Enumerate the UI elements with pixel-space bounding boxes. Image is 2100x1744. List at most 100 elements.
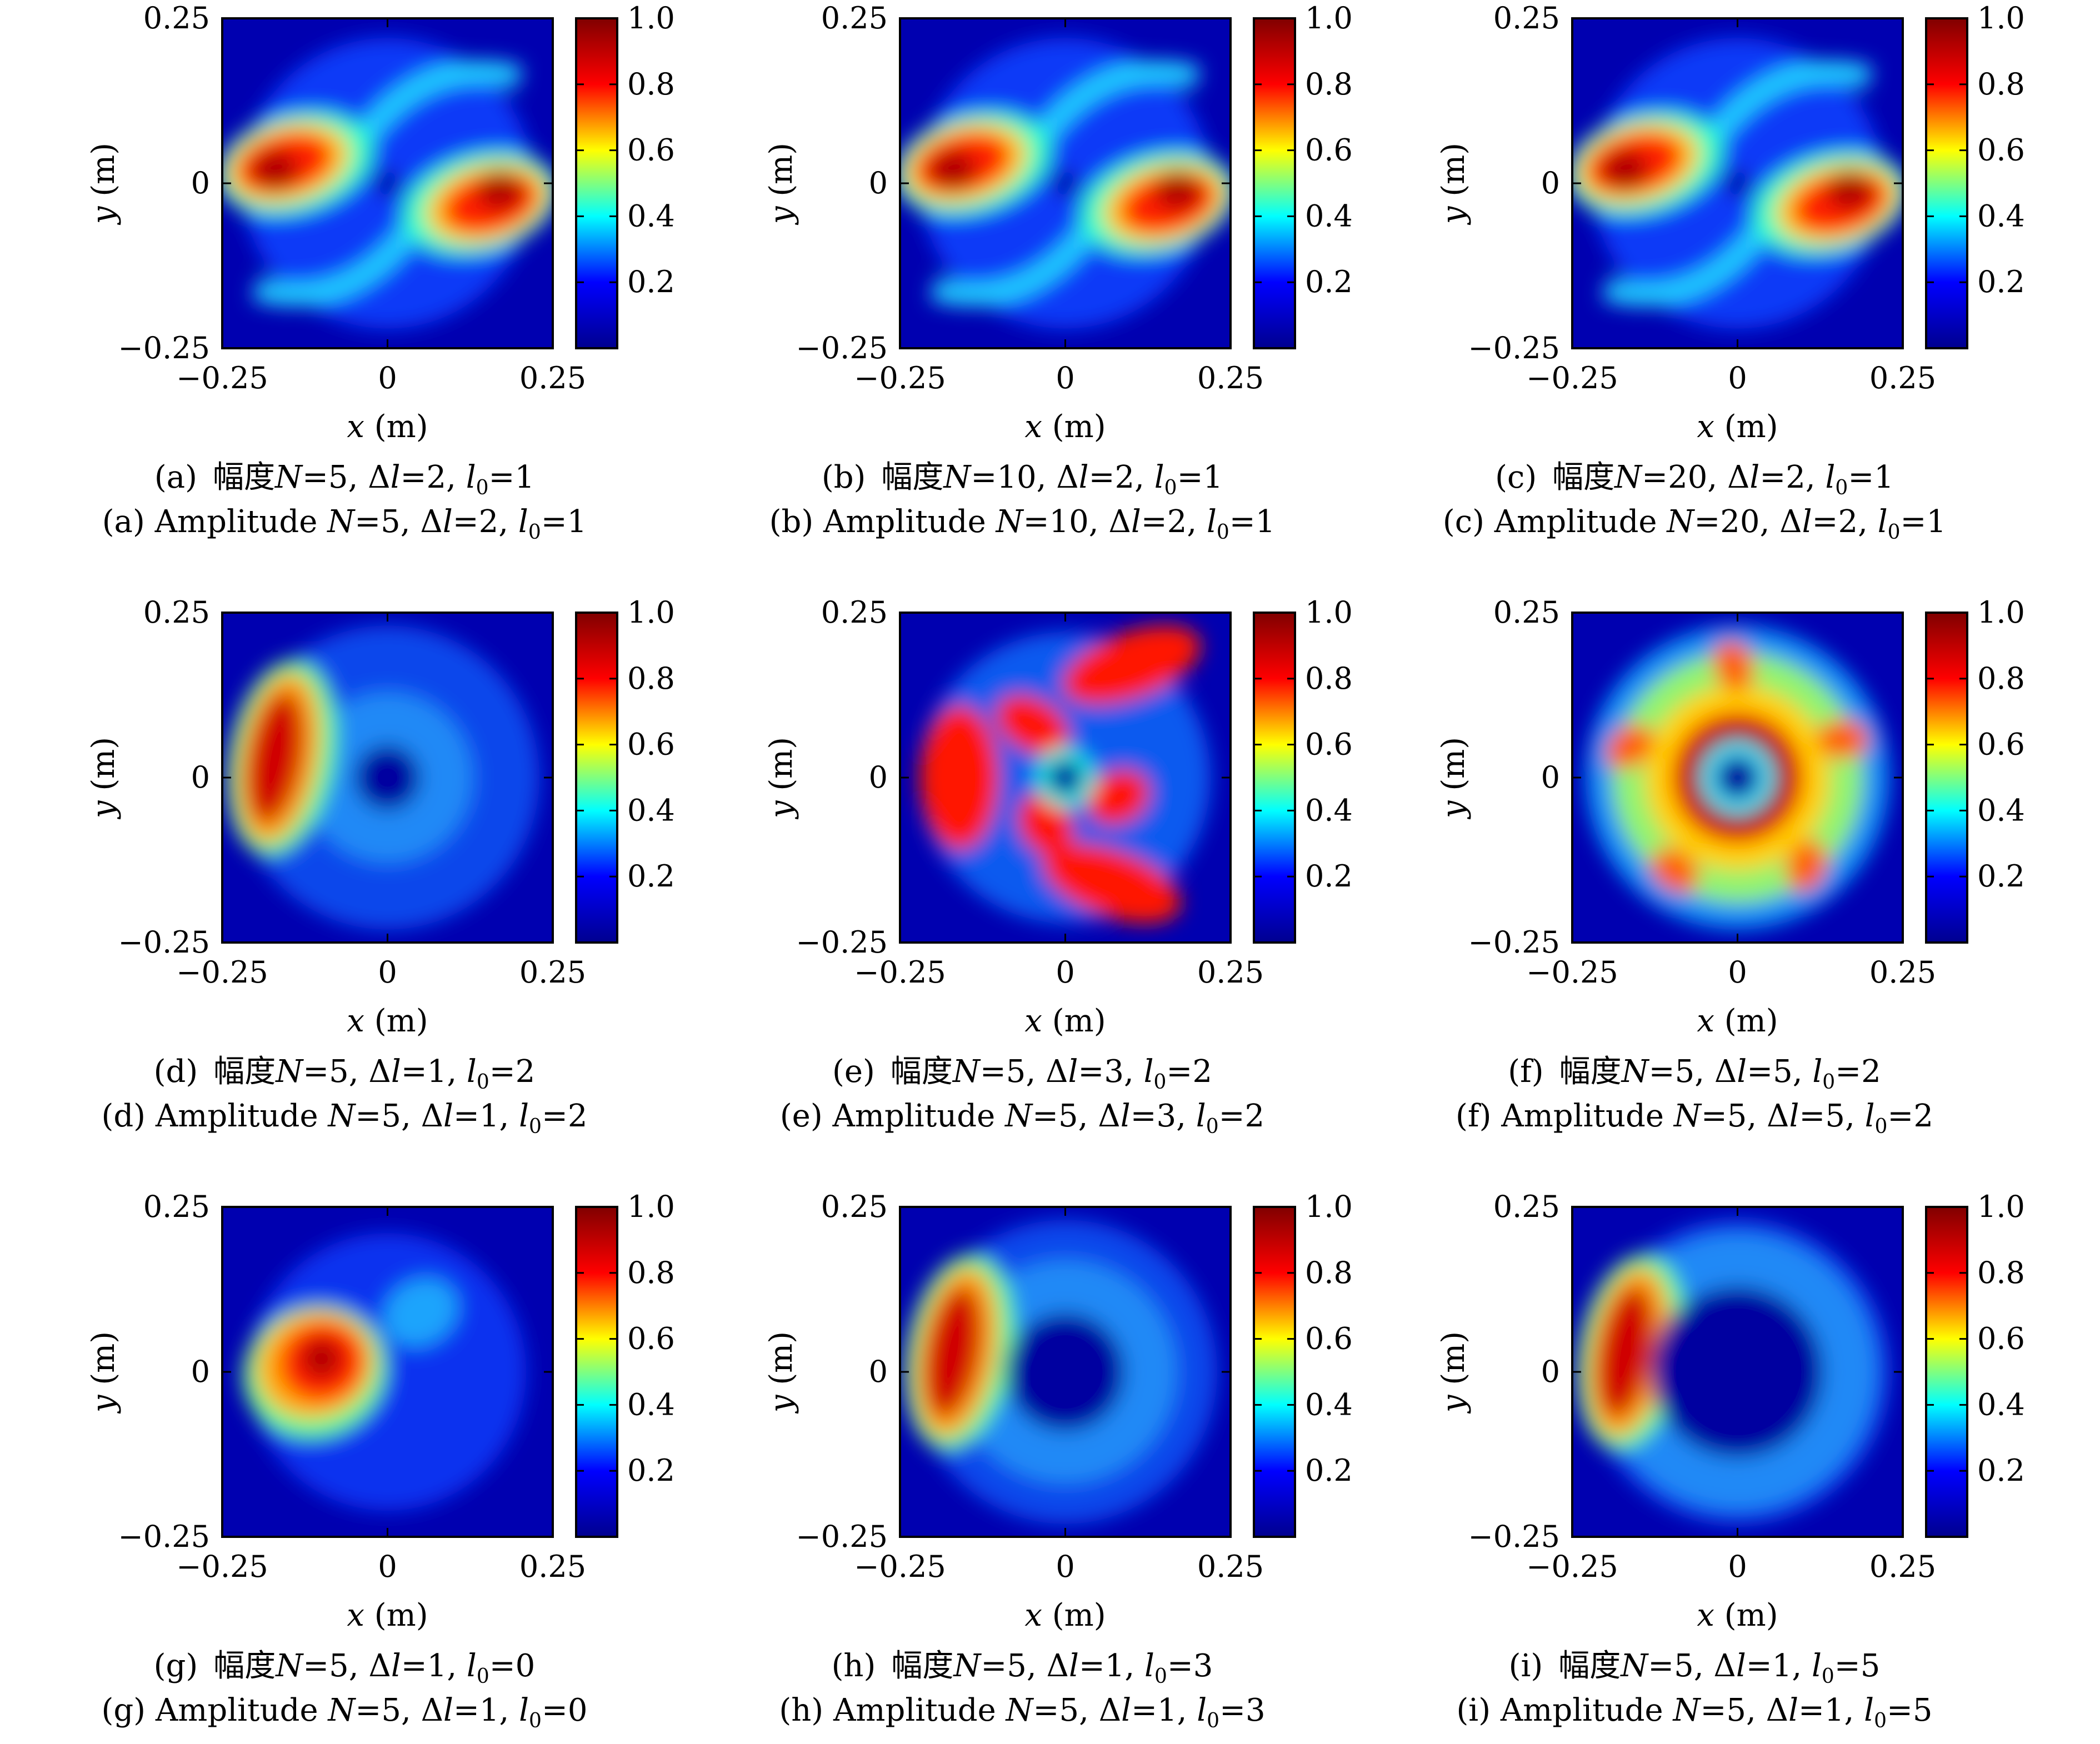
subplot-i: −0.25 0 0.25 0.25 0 −0.25 x (m) y (m) 1.0 0.8 0.6 0… [1350, 1189, 2025, 1744]
x-axis-var: x [1024, 1003, 1042, 1039]
y-tick-label: −0.25 [118, 1519, 210, 1554]
subplot-c: −0.25 0 0.25 0.25 0 −0.25 x (m) y (m) 1.0 0.8 0.6 0… [1350, 0, 2025, 555]
caption-l0-sub: 0 [1821, 1665, 1834, 1688]
caption-dl: l [1802, 504, 1812, 540]
caption-n-value: 5 [329, 1054, 349, 1090]
caption-l0-sub: 0 [1154, 1665, 1167, 1688]
caption-dl: l [1120, 1098, 1131, 1134]
heatmap-svg-b: −0.25 0 0.250.250−0.25x (m)y (m)1.00.80.60… [763, 1, 1353, 445]
caption-l0-value: 1 [1874, 459, 1894, 495]
caption-word: 幅度 [213, 1054, 276, 1090]
caption-n-value: 20 [1668, 459, 1708, 495]
caption-l0-value: 2 [1861, 1054, 1881, 1090]
colorbar-tick-label: 1.0 [1977, 1, 2025, 36]
y-tick-label: 0.25 [1493, 1189, 1560, 1224]
caption-delta-l-value: 1 [427, 1648, 447, 1684]
caption-n-value: 5 [1727, 1098, 1747, 1134]
x-axis-var: x [1024, 409, 1042, 445]
caption-dl: l [1749, 459, 1760, 495]
colorbar-tick-label: 0.8 [1977, 661, 2025, 696]
x-tick-label: −0.25 [1526, 1549, 1618, 1584]
intensity-map [1572, 613, 1903, 943]
heatmap-svg-e: −0.25 0 0.250.250−0.25x (m)y (m)1.00.80.60… [763, 595, 1353, 1039]
caption-dl: l [443, 1098, 453, 1134]
caption-n-value: 5 [1726, 1692, 1747, 1728]
y-axis-var: y [1436, 206, 1472, 225]
x-axis-unit: (m) [1714, 409, 1778, 445]
colorbar-tick-label: 0.8 [627, 67, 675, 102]
intensity-map [1572, 1207, 1903, 1537]
y-axis-var: y [763, 206, 799, 225]
colorbar-tick-label: 0.2 [627, 1453, 675, 1488]
colorbar-tick-label: 0.6 [1305, 133, 1353, 168]
colorbar-tick-label: 0.2 [1977, 859, 2025, 894]
caption-l0-value: 1 [1203, 459, 1223, 495]
caption-delta-l-value: 5 [1825, 1098, 1845, 1134]
colorbar-tick-label: 0.4 [1305, 1387, 1353, 1422]
x-tick-label: 0.25 [1869, 955, 1936, 990]
colorbar-tick-label: 0.6 [627, 133, 675, 168]
colorbar-tick-label: 0.2 [1977, 264, 2025, 299]
x-axis-var: x [1697, 409, 1714, 445]
caption-n-value: 10 [997, 459, 1037, 495]
colorbar-frame [1925, 612, 1968, 944]
x-axis-label: x (m) [1024, 1003, 1106, 1039]
x-tick-label: 0.25 [1869, 360, 1936, 395]
x-tick-label: 0.25 [1869, 1549, 1936, 1584]
caption-l0: l [466, 1054, 477, 1090]
x-axis-var: x [347, 409, 364, 445]
caption-l0: l [1197, 1692, 1207, 1728]
colorbar-tick-label: 0.6 [1977, 1321, 2025, 1356]
caption-label: (c) [1442, 504, 1484, 540]
y-axis-label: y (m) [1436, 1331, 1472, 1414]
caption-en: (d) Amplitude N=5, Δl=1, l0=2 [101, 1098, 588, 1139]
colorbar-tick-label: 0.4 [1977, 198, 2025, 233]
caption-delta-l-value: 2 [1167, 504, 1187, 540]
caption-N: N [996, 504, 1023, 540]
x-tick-label: 0.25 [519, 360, 586, 395]
colorbar-tick-label: 0.4 [1977, 793, 2025, 828]
caption-l0: l [519, 1692, 529, 1728]
y-tick-label: 0.25 [821, 595, 888, 630]
caption-cn: (g) 幅度N=5, Δl=1, l0=0 [153, 1648, 536, 1688]
caption-label: (i) [1456, 1692, 1491, 1728]
caption-N: N [952, 1054, 980, 1090]
caption-N: N [953, 1648, 981, 1684]
caption-en: (e) Amplitude N=5, Δl=3, l0=2 [779, 1098, 1265, 1139]
caption-label: (a) [102, 504, 145, 540]
x-axis-label: x (m) [347, 1003, 428, 1039]
caption-l0-sub: 0 [1206, 1115, 1219, 1139]
caption-l0-sub: 0 [476, 1665, 489, 1688]
y-axis-label: y (m) [86, 1331, 122, 1414]
caption-cn: (b) 幅度N=10, Δl=2, l0=1 [821, 459, 1223, 500]
colorbar [1254, 18, 1295, 348]
x-tick-label: −0.25 [176, 360, 268, 395]
caption-label: (h) [779, 1692, 824, 1728]
colorbar-tick-label: 0.2 [1305, 264, 1353, 299]
caption-l0-sub: 0 [1874, 1710, 1887, 1733]
y-axis-var: y [86, 800, 122, 820]
caption-l0-sub: 0 [1874, 1115, 1888, 1139]
x-tick-label: 0.25 [1197, 360, 1264, 395]
caption-word: Amplitude [833, 1692, 996, 1728]
caption-word: 幅度 [891, 1648, 954, 1684]
colorbar-tick-label: 0.6 [1305, 727, 1353, 762]
caption-label: (e) [832, 1054, 875, 1090]
caption-dl: l [1068, 1054, 1078, 1090]
caption-cn: (d) 幅度N=5, Δl=1, l0=2 [153, 1054, 536, 1094]
x-tick-label: 0 [1056, 360, 1074, 395]
y-tick-label: 0 [1541, 1354, 1560, 1389]
y-tick-label: 0 [869, 166, 888, 201]
caption-l0: l [1144, 1648, 1154, 1684]
caption-l0-value: 2 [567, 1098, 588, 1134]
x-tick-label: 0 [378, 360, 397, 395]
colorbar-tick-label: 0.6 [627, 1321, 675, 1356]
caption-word: Amplitude [832, 1098, 996, 1134]
x-axis-label: x (m) [1024, 1597, 1106, 1633]
caption-n-value: 5 [1059, 1692, 1079, 1728]
x-axis-label: x (m) [1697, 409, 1778, 445]
caption-cn: (a) 幅度N=5, Δl=2, l0=1 [154, 459, 535, 500]
caption-label: (c) [1495, 459, 1537, 495]
caption-l0: l [466, 459, 476, 495]
